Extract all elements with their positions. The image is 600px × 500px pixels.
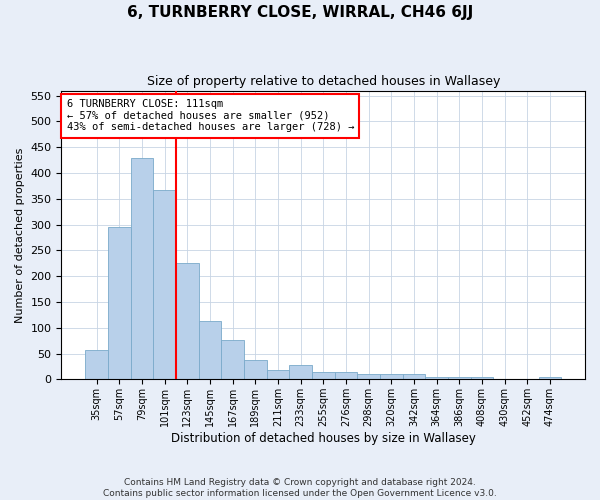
Bar: [539, 376, 561, 380]
Bar: [470, 376, 493, 380]
Bar: [380, 374, 403, 380]
Bar: [403, 374, 425, 380]
Y-axis label: Number of detached properties: Number of detached properties: [15, 147, 25, 322]
Bar: [199, 321, 221, 380]
Bar: [335, 372, 357, 380]
Text: Contains HM Land Registry data © Crown copyright and database right 2024.
Contai: Contains HM Land Registry data © Crown c…: [103, 478, 497, 498]
Bar: [289, 366, 312, 380]
Bar: [425, 376, 448, 380]
Bar: [312, 372, 335, 380]
Bar: [108, 227, 131, 380]
X-axis label: Distribution of detached houses by size in Wallasey: Distribution of detached houses by size …: [171, 432, 476, 445]
Bar: [85, 350, 108, 380]
Bar: [448, 376, 470, 380]
Bar: [266, 370, 289, 380]
Bar: [244, 360, 266, 380]
Title: Size of property relative to detached houses in Wallasey: Size of property relative to detached ho…: [146, 75, 500, 88]
Bar: [176, 264, 199, 380]
Bar: [221, 340, 244, 380]
Bar: [357, 374, 380, 380]
Text: 6 TURNBERRY CLOSE: 111sqm
← 57% of detached houses are smaller (952)
43% of semi: 6 TURNBERRY CLOSE: 111sqm ← 57% of detac…: [67, 99, 354, 132]
Bar: [131, 158, 153, 380]
Text: 6, TURNBERRY CLOSE, WIRRAL, CH46 6JJ: 6, TURNBERRY CLOSE, WIRRAL, CH46 6JJ: [127, 5, 473, 20]
Bar: [153, 190, 176, 380]
